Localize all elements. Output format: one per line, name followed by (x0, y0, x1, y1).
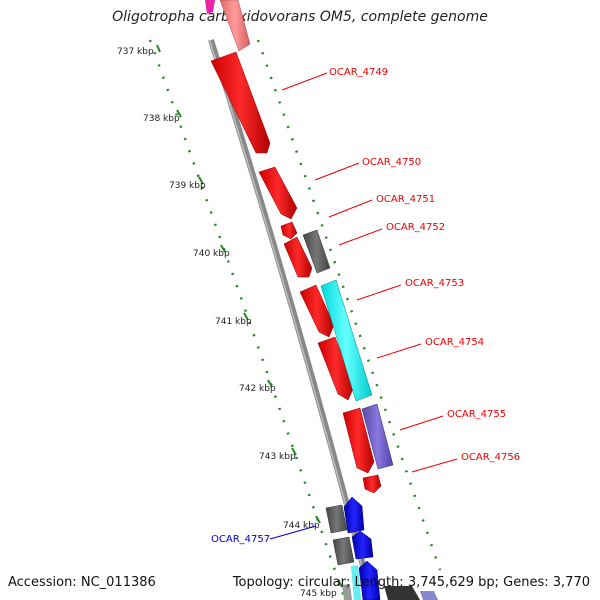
cds-feature-4752[interactable] (283, 236, 313, 278)
kbp-label-744: 744 kbp (283, 521, 320, 531)
kbp-label-742: 742 kbp (239, 384, 276, 394)
cds-feature-4756[interactable] (362, 474, 382, 494)
kbp-label-741: 741 kbp (215, 317, 252, 327)
gene-label-ocar-4757[interactable]: OCAR_4757 (211, 534, 270, 545)
gene-label-ocar-4750[interactable]: OCAR_4750 (362, 157, 421, 168)
cds-feature-4751[interactable] (280, 221, 298, 240)
gene-label-ocar-4752[interactable]: OCAR_4752 (386, 222, 445, 233)
cds-feature-gray-2[interactable] (325, 504, 348, 534)
kbp-label-743: 743 kbp (259, 452, 296, 462)
gene-label-ocar-4753[interactable]: OCAR_4753 (405, 278, 464, 289)
gene-label-ocar-4755[interactable]: OCAR_4755 (447, 409, 506, 420)
kbp-label-738: 738 kbp (143, 114, 180, 124)
kbp-major-ticks (156, 44, 343, 588)
kbp-label-737: 737 kbp (117, 47, 154, 57)
kbp-label-739: 739 kbp (169, 181, 206, 191)
cds-feature-top-pink (219, 0, 251, 52)
cds-feature-gray-3[interactable] (332, 536, 355, 566)
length-label: Length: (354, 575, 404, 590)
accession-value: NC_011386 (80, 575, 156, 590)
cds-feature-bottom-right-2 (420, 591, 438, 600)
cds-feature-top-magenta (205, 0, 215, 14)
cds-feature-4749[interactable] (210, 51, 271, 154)
gene-label-ocar-4751[interactable]: OCAR_4751 (376, 194, 435, 205)
label-leader-lines (269, 72, 458, 540)
accession-info: Accession: NC_011386 (8, 575, 156, 590)
accession-label: Accession: (8, 575, 77, 590)
gene-label-ocar-4756[interactable]: OCAR_4756 (461, 452, 520, 463)
kbp-label-745: 745 kbp (300, 589, 337, 599)
cds-feature-blue-1[interactable] (343, 496, 365, 534)
cds-feature-bottom-gray (342, 584, 352, 600)
cds-feature-4753[interactable] (299, 284, 335, 338)
cds-feature-bottom-cyan (351, 565, 361, 600)
cds-feature-gray-1[interactable] (302, 229, 331, 274)
genes-value: 3,770 (552, 575, 590, 590)
cds-feature-4750[interactable] (258, 166, 298, 220)
cds-feature-cyan[interactable] (320, 279, 373, 402)
cds-feature-4755[interactable] (342, 407, 375, 474)
cds-feature-4757[interactable] (351, 530, 374, 560)
cds-feature-bottom-right (384, 586, 420, 600)
cds-feature-purple[interactable] (361, 403, 394, 470)
length-value: 3,745,629 bp (407, 575, 495, 590)
topology-value: circular (297, 575, 346, 590)
genome-stats: Topology: circular; Length: 3,745,629 bp… (232, 575, 590, 590)
genome-title: Oligotropha carboxidovorans OM5, complet… (112, 9, 488, 25)
topology-label: Topology: (232, 575, 294, 590)
gene-label-ocar-4754[interactable]: OCAR_4754 (425, 337, 484, 348)
outer-tick-track (256, 39, 442, 571)
gene-label-ocar-4749[interactable]: OCAR_4749 (329, 67, 388, 78)
cds-feature-4754[interactable] (317, 336, 355, 401)
cds-feature-blue-3[interactable] (358, 560, 381, 600)
genes-label: Genes: (503, 575, 549, 590)
kbp-label-740: 740 kbp (193, 249, 230, 259)
